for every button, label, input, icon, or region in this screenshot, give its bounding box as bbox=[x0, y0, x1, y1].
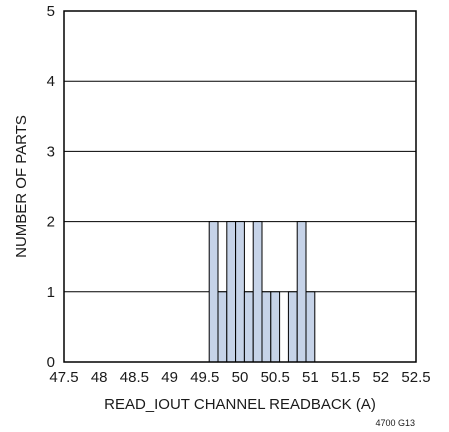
bar-7 bbox=[270, 291, 281, 363]
x-tick-label: 52.5 bbox=[401, 369, 430, 386]
bar-3 bbox=[235, 221, 245, 363]
bar-1 bbox=[217, 291, 228, 363]
y-tick-label: 3 bbox=[47, 143, 55, 160]
x-tick-label: 52 bbox=[372, 369, 389, 386]
x-tick-label: 51 bbox=[302, 369, 319, 386]
bar-10 bbox=[305, 291, 316, 363]
bar-9 bbox=[296, 221, 307, 363]
x-tick-label: 51.5 bbox=[331, 369, 360, 386]
y-tick-label: 2 bbox=[47, 214, 55, 231]
plot-frame bbox=[63, 10, 417, 363]
x-tick-label: 48.5 bbox=[120, 369, 149, 386]
figure-code: 4700 G13 bbox=[375, 418, 415, 428]
x-tick-label: 47.5 bbox=[49, 369, 78, 386]
bar-6 bbox=[261, 291, 272, 363]
y-tick-label: 1 bbox=[47, 284, 55, 301]
x-tick-label: 48 bbox=[91, 369, 108, 386]
bar-5 bbox=[252, 221, 263, 363]
x-tick-label: 49 bbox=[161, 369, 178, 386]
bar-0 bbox=[208, 221, 219, 363]
x-tick-label: 49.5 bbox=[190, 369, 219, 386]
y-tick-label: 4 bbox=[47, 73, 55, 90]
x-tick-label: 50.5 bbox=[261, 369, 290, 386]
y-tick-label: 0 bbox=[47, 354, 55, 371]
bar-4 bbox=[243, 291, 254, 363]
y-tick-label: 5 bbox=[47, 3, 55, 20]
y-tick-labels: 0 1 2 3 4 5 bbox=[47, 3, 55, 371]
bars bbox=[208, 221, 316, 363]
x-tick-label: 50 bbox=[232, 369, 249, 386]
bar-8 bbox=[287, 291, 298, 363]
bar-2 bbox=[226, 221, 237, 363]
x-tick-labels: 47.5 48 48.5 49 49.5 50 50.5 51 51.5 52 52.5 bbox=[49, 369, 430, 386]
y-axis-label: NUMBER OF PARTS bbox=[13, 115, 30, 258]
x-axis-label: READ_IOUT CHANNEL READBACK (A) bbox=[104, 396, 376, 413]
